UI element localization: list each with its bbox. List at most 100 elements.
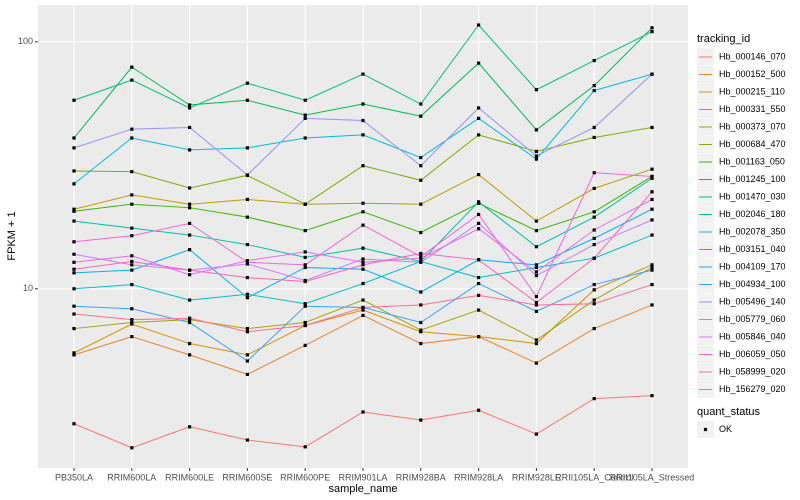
data-point: [592, 302, 596, 306]
data-point: [245, 372, 249, 377]
data-point: [592, 282, 596, 287]
data-point: [477, 200, 481, 204]
data-point: [534, 88, 538, 92]
data-point: [650, 26, 654, 30]
data-point: [188, 273, 192, 277]
data-point: [188, 268, 192, 272]
data-point: [245, 262, 249, 266]
data-point: [303, 255, 307, 259]
data-point: [477, 116, 481, 120]
data-point: [72, 271, 76, 275]
data-point: [130, 263, 134, 267]
data-point: [650, 167, 654, 171]
legend-label: Hb_001470_030: [719, 191, 786, 201]
data-point: [72, 260, 76, 264]
legend-label: Hb_000684_470: [719, 139, 786, 149]
data-point: [130, 234, 134, 238]
data-point: [245, 438, 249, 442]
legend-label: Hb_001163_050: [719, 156, 785, 166]
data-point: [188, 316, 192, 320]
data-point: [477, 106, 481, 110]
data-point: [188, 206, 192, 210]
data-point: [72, 287, 76, 291]
legend-label: Hb_001245_100: [719, 174, 786, 184]
legend-label: Hb_004934_100: [719, 279, 786, 289]
data-point: [592, 135, 596, 140]
data-point: [477, 133, 481, 137]
data-point: [650, 176, 654, 180]
data-point: [188, 186, 192, 190]
data-point: [245, 260, 249, 264]
x-tick-label: RRIM600SE: [222, 472, 272, 482]
legend-label: Hb_000373_070: [719, 121, 786, 131]
x-tick-label: RRIM901LA: [338, 472, 387, 482]
data-point: [245, 173, 249, 177]
data-point: [419, 341, 423, 346]
data-point: [477, 308, 481, 312]
data-point: [361, 257, 365, 261]
data-point: [534, 245, 538, 249]
x-tick-label: RRIM928LE: [512, 472, 561, 482]
data-point: [72, 169, 76, 173]
data-point: [477, 275, 481, 280]
data-point: [188, 341, 192, 346]
data-point: [303, 136, 307, 140]
data-point: [303, 202, 307, 206]
data-point: [477, 23, 481, 27]
data-point: [361, 410, 365, 414]
data-point: [361, 133, 365, 137]
data-point: [130, 320, 134, 325]
data-point: [477, 408, 481, 412]
data-point: [303, 265, 307, 270]
data-point: [534, 309, 538, 313]
data-point: [361, 260, 365, 264]
data-point: [188, 103, 192, 107]
data-point: [361, 164, 365, 168]
data-point: [419, 254, 423, 259]
y-tick-label: 10: [23, 283, 33, 293]
y-axis-title: FPKM + 1: [6, 211, 18, 260]
data-point: [130, 127, 134, 131]
data-point: [130, 136, 134, 140]
data-point: [477, 281, 481, 286]
data-point: [130, 307, 134, 311]
legend-label: Hb_002046_180: [719, 209, 786, 219]
data-point: [592, 228, 596, 232]
data-point: [650, 265, 654, 270]
legend-title: tracking_id: [697, 33, 750, 45]
data-point: [419, 320, 423, 325]
y-tick-label: 100: [18, 36, 33, 46]
data-point: [361, 305, 365, 310]
data-point: [303, 229, 307, 233]
data-point: [130, 259, 134, 264]
data-point: [72, 209, 76, 213]
legend-label: Hb_005779_060: [719, 314, 786, 324]
legend-label: Hb_005846_040: [719, 331, 786, 341]
data-point: [534, 303, 538, 307]
data-point: [534, 300, 538, 305]
data-point: [245, 98, 249, 102]
x-tick-label: RRIM600PE: [280, 472, 330, 482]
data-point: [130, 170, 134, 174]
data-point: [592, 83, 596, 88]
data-point: [534, 219, 538, 223]
data-point: [477, 61, 481, 65]
data-point: [534, 341, 538, 346]
data-point: [592, 58, 596, 63]
data-point: [72, 98, 76, 102]
data-point: [592, 186, 596, 190]
data-point: [130, 78, 134, 82]
data-point: [650, 197, 654, 202]
x-tick-label: RRIM600LE: [165, 472, 214, 482]
data-point: [534, 432, 538, 436]
data-point: [534, 149, 538, 154]
data-point: [419, 164, 423, 168]
data-point: [419, 328, 423, 332]
data-point: [245, 146, 249, 150]
data-point: [72, 146, 76, 150]
legend-label: OK: [719, 424, 732, 434]
data-point: [130, 318, 134, 322]
x-tick-label: RRIM928BA: [396, 472, 446, 482]
data-point: [592, 171, 596, 175]
